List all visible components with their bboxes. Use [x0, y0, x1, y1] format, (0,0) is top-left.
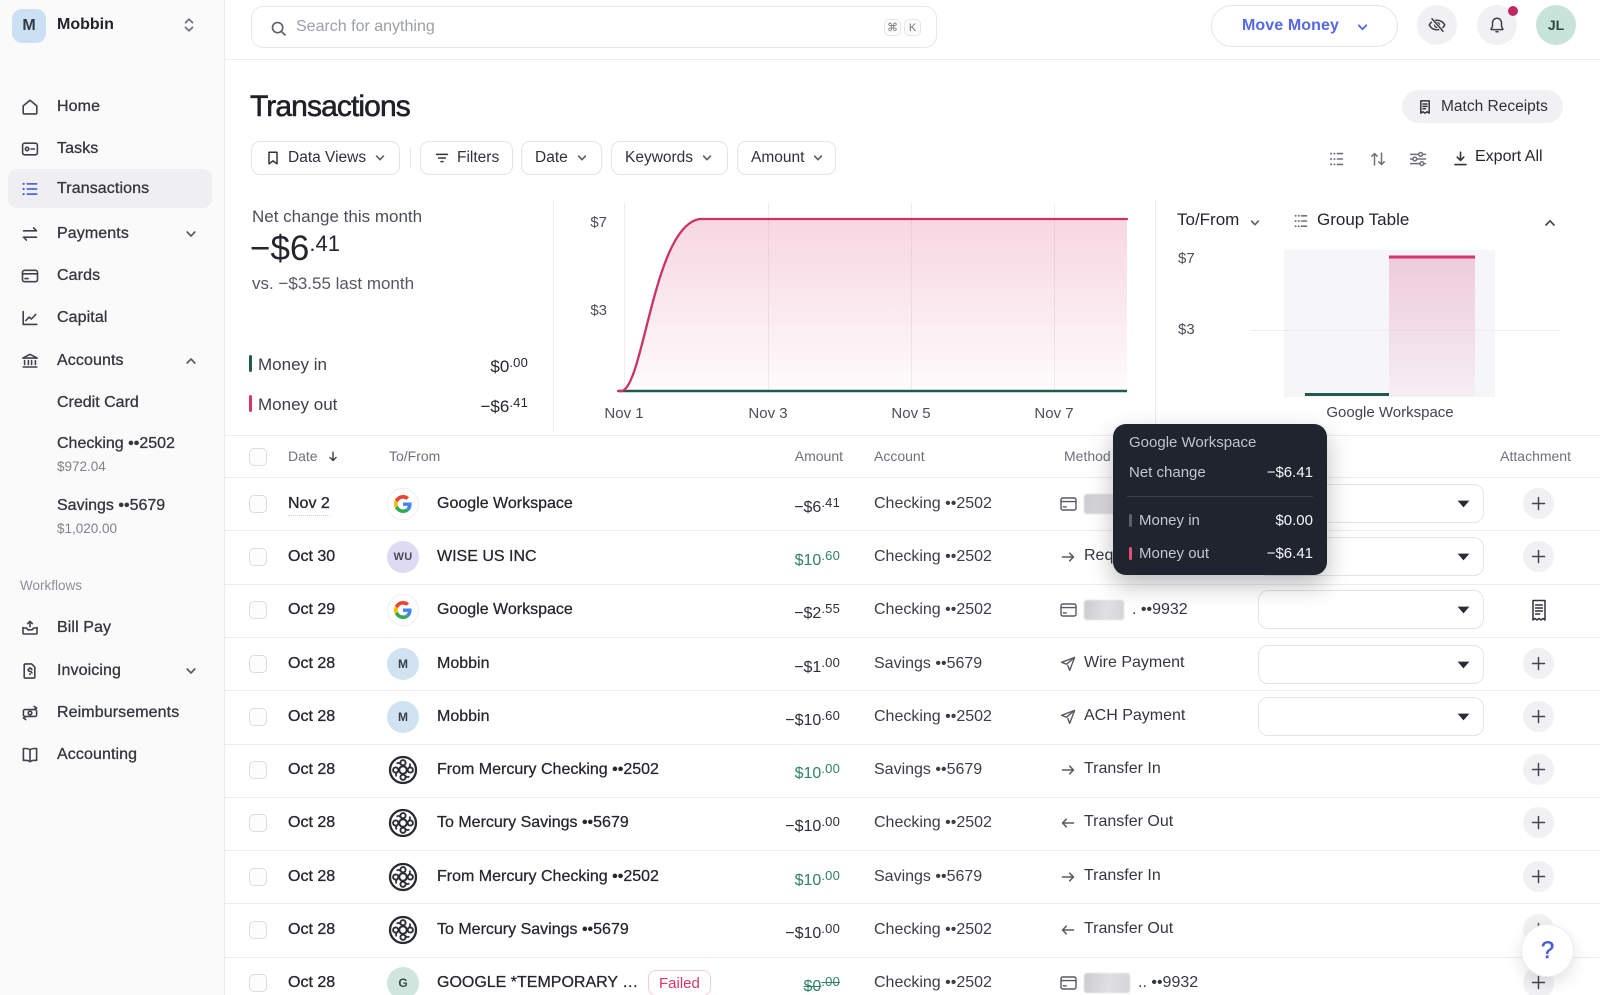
svg-text:Nov 7: Nov 7 [1034, 405, 1073, 422]
svg-text:$7: $7 [590, 214, 607, 231]
svg-text:$7: $7 [1178, 250, 1195, 267]
svg-text:Nov 5: Nov 5 [891, 405, 930, 422]
svg-text:Nov 1: Nov 1 [604, 405, 643, 422]
svg-text:$3: $3 [590, 302, 607, 319]
svg-text:Google Workspace: Google Workspace [1326, 404, 1453, 421]
svg-text:$3: $3 [1178, 321, 1195, 338]
svg-text:Nov 3: Nov 3 [748, 405, 787, 422]
